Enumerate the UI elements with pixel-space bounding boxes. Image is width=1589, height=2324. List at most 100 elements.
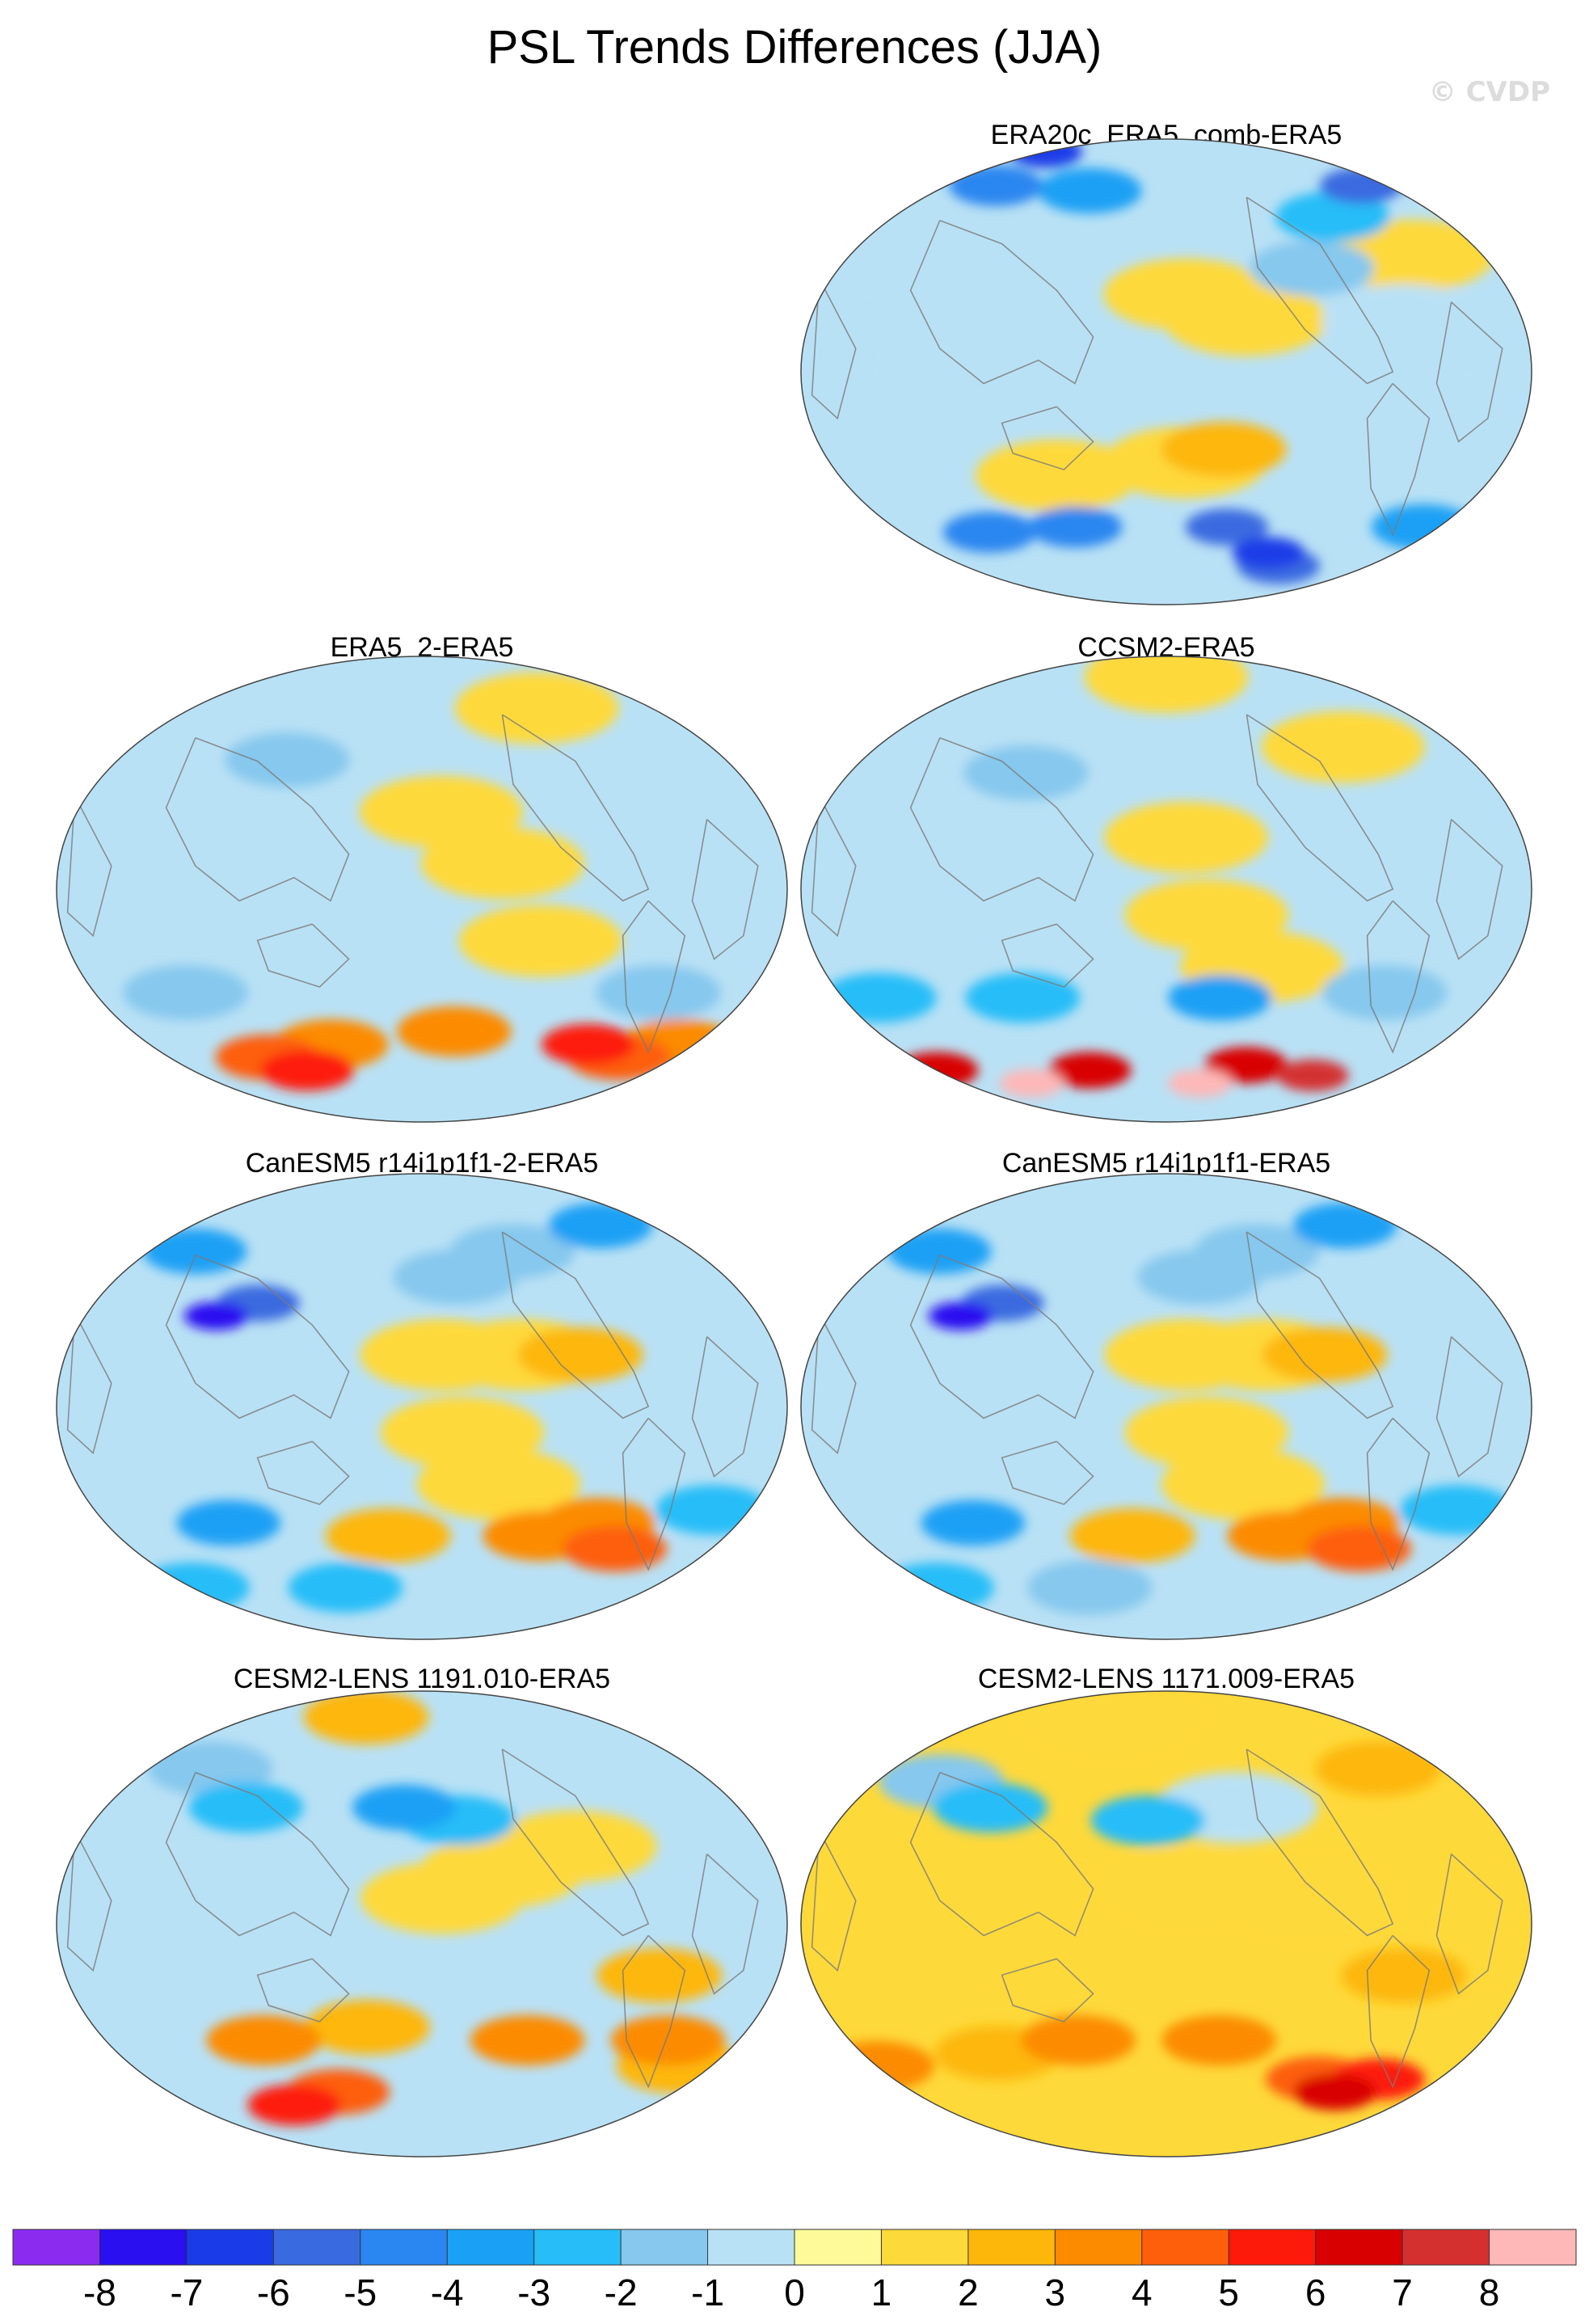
map-panel-p0: ERA20c_ERA5_comb-ERA5 — [800, 120, 1532, 605]
field — [801, 1174, 1532, 1639]
trend-contour — [1161, 1448, 1325, 1521]
colorbar-swatch — [707, 2229, 795, 2265]
trend-contour — [1185, 508, 1269, 546]
map-panel-p2: CCSM2-ERA5 — [800, 632, 1532, 1123]
trend-contour — [1021, 2015, 1136, 2065]
trend-contour — [360, 1862, 525, 1934]
trend-contour — [416, 1448, 580, 1521]
field — [801, 139, 1532, 605]
map-panel-p1: ERA5_2-ERA5 — [56, 632, 788, 1123]
trend-contour — [1321, 965, 1448, 1020]
trend-contour — [975, 439, 1140, 512]
colorbar-swatch — [794, 2229, 883, 2265]
colorbar-swatch — [621, 2229, 709, 2265]
trend-contour — [1276, 1059, 1349, 1091]
coastlines — [811, 196, 1503, 537]
trend-contour — [965, 972, 1081, 1023]
trend-contour — [1262, 1327, 1388, 1382]
trend-contour — [1261, 711, 1425, 783]
map-panel-p4: CanESM5 r14i1p1f1-ERA5 — [800, 1148, 1532, 1640]
trend-contour — [1387, 361, 1532, 434]
trend-contour — [1084, 656, 1249, 713]
trend-contour — [420, 827, 584, 900]
map-outline — [800, 656, 1532, 1123]
trend-contour — [1293, 2073, 1376, 2111]
map-outline — [800, 1173, 1532, 1640]
trend-contour — [821, 972, 937, 1023]
colorbar-swatch — [1489, 2229, 1577, 2265]
trend-contour — [1232, 537, 1305, 569]
colorbar-swatch — [1315, 2229, 1403, 2265]
colorbar-tick-label: -4 — [431, 2271, 464, 2313]
colorbar-tick-label: 5 — [1218, 2271, 1239, 2313]
trend-contour — [928, 1301, 993, 1331]
field — [801, 656, 1532, 1122]
colorbar-tick-label: 6 — [1305, 2271, 1326, 2313]
coastlines — [66, 1748, 759, 2089]
coastlines — [811, 1231, 1503, 1571]
colorbar-swatch — [1402, 2229, 1490, 2265]
coastlines — [811, 714, 1503, 1054]
trend-contour — [963, 745, 1089, 800]
trend-contour — [247, 2084, 342, 2126]
trend-contour — [1163, 284, 1328, 356]
colorbar-tick-label: 1 — [871, 2271, 892, 2313]
trend-contour — [176, 1499, 281, 1546]
trend-contour — [1319, 167, 1403, 205]
colorbar-swatch — [360, 2229, 448, 2265]
map-outline — [56, 1690, 788, 2157]
colorbar-swatch — [881, 2229, 969, 2265]
trend-contour — [949, 165, 1043, 206]
colorbar-tick-label: 7 — [1392, 2271, 1413, 2313]
trend-contour — [1204, 1047, 1288, 1084]
colorbar-swatch — [1055, 2229, 1143, 2265]
trend-contour — [1069, 1508, 1195, 1563]
trend-contour — [1225, 1862, 1389, 1934]
colorbar-swatch — [967, 2229, 1056, 2265]
trend-contour — [224, 732, 350, 787]
trend-contour — [1137, 1250, 1263, 1305]
trend-contour — [470, 2015, 585, 2065]
colorbar-tick-label: -6 — [257, 2271, 290, 2313]
colorbar-swatch — [1229, 2229, 1317, 2265]
colorbar-tick-label: -8 — [83, 2271, 116, 2313]
trend-contour — [147, 1741, 273, 1796]
colorbar-tick-label: 0 — [784, 2271, 805, 2313]
trend-contour — [861, 335, 1026, 408]
trend-contour — [610, 2015, 726, 2065]
trend-contour — [1307, 1525, 1411, 1572]
colorbar-tick-label: 8 — [1479, 2271, 1500, 2313]
watermark: © CVDP — [1429, 76, 1550, 108]
trend-contour — [396, 1006, 512, 1057]
trend-contour — [305, 2000, 430, 2055]
trend-contour — [206, 2015, 322, 2065]
map-panel-p5: CESM2-LENS 1191.010-ERA5 — [56, 1664, 788, 2157]
map-panel-p6: CESM2-LENS 1171.009-ERA5 — [800, 1664, 1532, 2157]
trend-contour — [1167, 1069, 1233, 1098]
trend-contour — [1090, 1795, 1206, 1845]
coastlines — [811, 1748, 1503, 2089]
field — [57, 1174, 787, 1639]
colorbar-tick-label: -1 — [691, 2271, 724, 2313]
trend-contour — [1161, 2015, 1277, 2065]
trend-contour — [942, 512, 1037, 553]
panel-title: CESM2-LENS 1191.010-ERA5 — [234, 1664, 610, 1694]
trend-contour — [1292, 1202, 1397, 1249]
trend-contour — [1048, 1052, 1132, 1089]
trend-contour — [454, 672, 619, 744]
trend-contour — [1400, 1485, 1515, 1535]
trend-contour — [1161, 422, 1287, 477]
trend-contour — [260, 1049, 354, 1091]
colorbar-swatch — [1141, 2229, 1229, 2265]
colorbar-swatch — [273, 2229, 361, 2265]
coastlines — [66, 714, 759, 1054]
trend-contour — [1321, 284, 1486, 356]
trend-contour — [596, 965, 721, 1020]
trend-contour — [1341, 1948, 1467, 2003]
trend-contour — [921, 1499, 1026, 1546]
colorbar-tick-label: -3 — [517, 2271, 550, 2313]
trend-contour — [1026, 1560, 1153, 1615]
trend-contour — [188, 1782, 304, 1833]
trend-contour — [933, 1782, 1048, 1833]
